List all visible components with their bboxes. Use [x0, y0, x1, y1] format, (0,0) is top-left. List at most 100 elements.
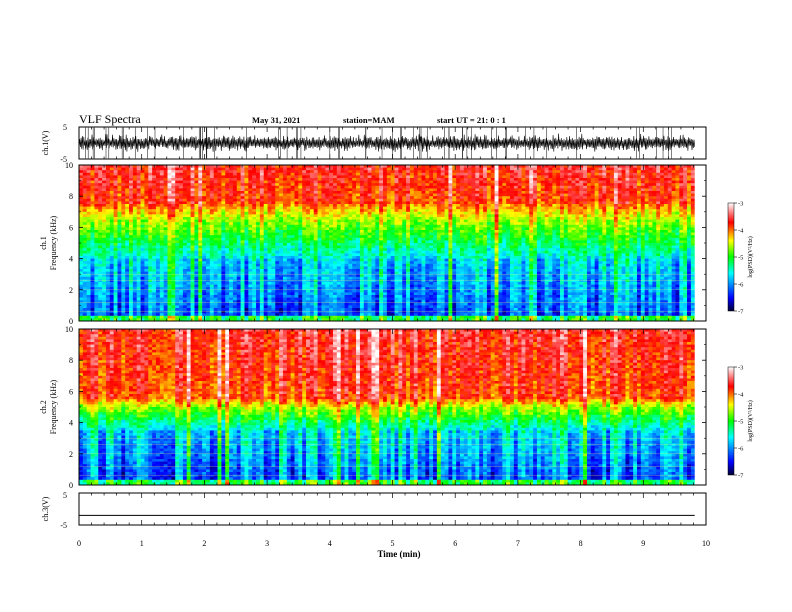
spectrogram-cell — [298, 219, 303, 223]
spectrogram-cell — [167, 201, 172, 205]
spectrogram-cell — [221, 193, 226, 197]
spectrogram-cell — [583, 198, 588, 202]
spectrogram-cell — [352, 209, 357, 213]
spectrogram-cell — [486, 165, 492, 168]
spectrogram-cell — [105, 240, 111, 244]
spectrogram-cell — [105, 211, 111, 215]
spectrogram-cell — [202, 237, 207, 241]
spectrogram-cell — [448, 243, 453, 246]
spectrogram-cell — [606, 196, 611, 200]
spectrogram-cell — [367, 217, 372, 220]
spectrogram-cell — [675, 183, 680, 187]
spectrogram-cell — [494, 180, 499, 184]
spectrogram-cell — [248, 230, 253, 233]
spectrogram-cell — [155, 211, 161, 215]
spectrogram-cell — [190, 183, 195, 187]
spectrogram-cell — [579, 240, 584, 244]
spectrogram-cell — [90, 232, 95, 236]
spectrogram-cell — [560, 170, 565, 174]
spectrogram-cell — [332, 180, 338, 184]
spectrogram-cell — [602, 165, 607, 168]
spectrogram-cell — [194, 224, 199, 228]
spectrogram-cell — [263, 211, 268, 215]
spectrogram-cell — [510, 175, 515, 179]
spectrogram-cell — [321, 232, 326, 236]
spectrogram-cell — [602, 232, 607, 236]
spectrogram-cell — [475, 165, 480, 168]
spectrogram-cell — [475, 230, 480, 233]
spectrogram-cell — [352, 243, 357, 246]
spectrogram-cell — [459, 219, 465, 223]
spectrogram-cell — [552, 214, 557, 218]
spectrogram-cell — [471, 235, 476, 239]
spectrogram-cell — [113, 175, 118, 179]
spectrogram-cell — [209, 188, 214, 192]
spectrogram-cell — [613, 224, 619, 228]
spectrogram-cell — [517, 201, 522, 205]
spectrogram-cell — [579, 235, 584, 239]
spectrogram-cell — [456, 196, 461, 200]
spectrogram-cell — [386, 243, 392, 246]
spectrogram-cell — [433, 235, 438, 239]
spectrogram-cell — [429, 224, 434, 228]
spectrogram-cell — [363, 227, 368, 231]
spectrogram-cell — [275, 235, 280, 239]
spectrogram-cell — [444, 237, 449, 241]
spectrogram-cell — [306, 224, 311, 228]
spectrogram-cell — [179, 175, 184, 179]
spectrogram-cell — [279, 240, 284, 244]
spectrogram-cell — [136, 217, 141, 220]
ch1-waveform-trace — [78, 127, 695, 159]
spectrogram-cell — [598, 219, 603, 223]
spectrogram-cell — [132, 209, 138, 213]
spectrogram-cell — [140, 180, 145, 184]
spectrogram-cell — [236, 237, 241, 241]
spectrogram-cell — [486, 209, 492, 213]
spectrogram-cell — [182, 170, 188, 174]
spectrogram-cell — [594, 204, 599, 207]
spectrogram-cell — [363, 219, 368, 223]
spectrogram-cell — [679, 170, 684, 174]
spectrogram-cell — [194, 185, 199, 189]
spectrogram-cell — [221, 198, 226, 202]
spectrogram-cell — [644, 196, 649, 200]
spectrogram-cell — [79, 188, 84, 192]
spectrogram-cell — [459, 196, 465, 200]
spectrogram-cell — [321, 165, 326, 168]
spectrogram-cell — [687, 201, 692, 205]
spectrogram-cell — [648, 214, 653, 218]
spectrogram-cell — [552, 196, 557, 200]
spectrogram-cell — [79, 230, 84, 233]
spectrogram-cell — [617, 209, 622, 213]
spectrogram-cell — [321, 170, 326, 174]
spectrogram-cell — [648, 211, 653, 215]
spectrogram-cell — [244, 240, 249, 244]
spectrogram-cell — [271, 175, 276, 179]
spectrogram-cell — [363, 198, 368, 202]
spectrogram-cell — [209, 196, 214, 200]
spectrogram-cell — [567, 201, 572, 205]
spectrogram-cell — [136, 230, 141, 233]
spectrogram-cell — [105, 172, 111, 176]
spectrogram-cell — [225, 222, 230, 226]
spectrogram-cell — [398, 235, 403, 239]
spectrogram-cell — [105, 224, 111, 228]
spectrogram-cell — [494, 237, 499, 241]
spectrogram-cell — [513, 230, 518, 233]
spectrogram-cell — [290, 243, 295, 246]
spectrogram-cell — [286, 240, 291, 244]
spectrogram-cell — [356, 222, 361, 226]
spectrogram-cell — [148, 167, 153, 171]
spectrogram-cell — [306, 198, 311, 202]
spectrogram-cell — [271, 240, 276, 244]
spectrogram-cell — [356, 172, 361, 176]
spectrogram-cell — [452, 191, 457, 194]
spectrogram-cell — [386, 183, 392, 187]
spectrogram-cell — [417, 185, 422, 189]
spectrogram-cell — [390, 240, 395, 244]
spectrogram-cell — [586, 180, 592, 184]
spectrogram-cell — [471, 196, 476, 200]
spectrogram-cell — [402, 198, 407, 202]
spectrogram-cell — [579, 211, 584, 215]
spectrogram-cell — [548, 232, 553, 236]
